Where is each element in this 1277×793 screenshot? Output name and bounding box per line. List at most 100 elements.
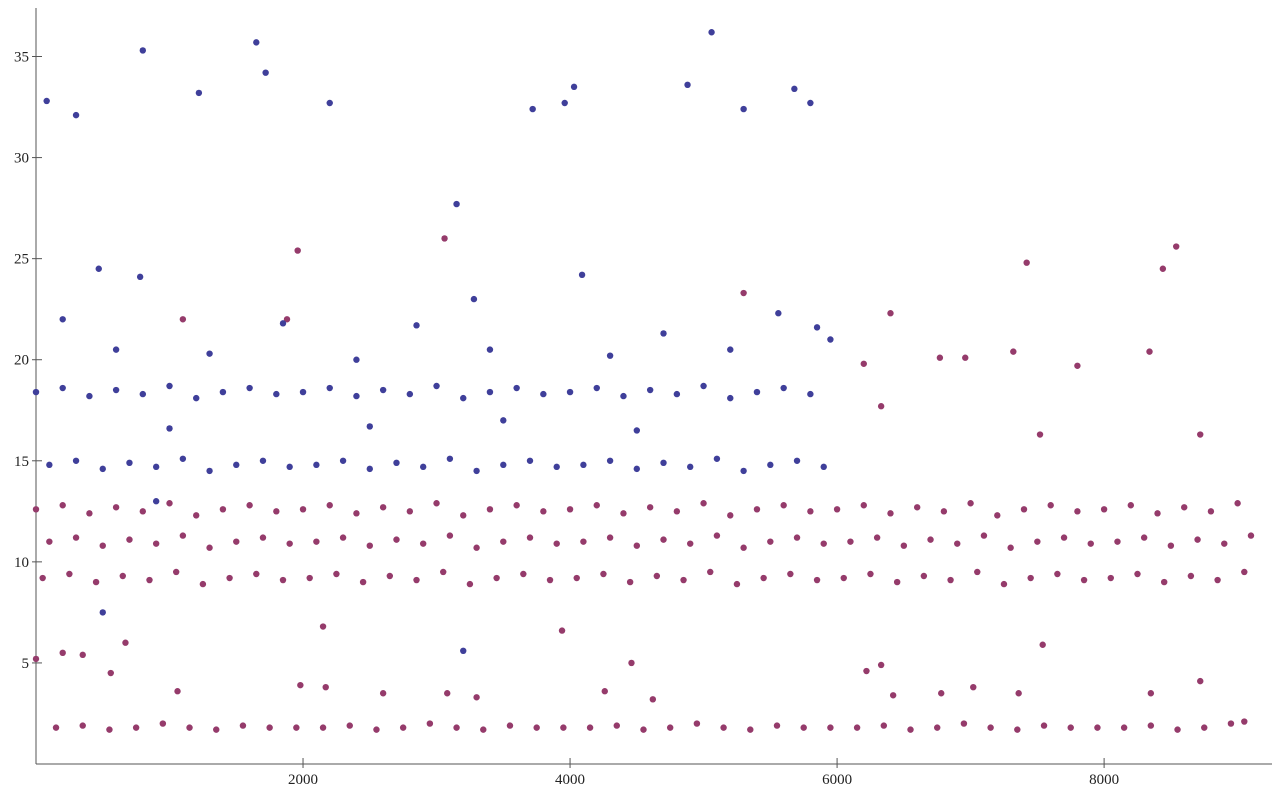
point (86, 392, 93, 400)
point (920, 572, 928, 580)
point (747, 726, 754, 733)
point (863, 667, 870, 675)
point (166, 382, 173, 390)
point (753, 506, 761, 513)
point (626, 578, 634, 586)
point (640, 726, 647, 733)
point (560, 724, 567, 731)
point (578, 271, 586, 279)
point (313, 538, 320, 545)
point (807, 99, 814, 107)
point (399, 724, 407, 731)
point (339, 534, 347, 541)
point (486, 346, 494, 353)
point (727, 394, 734, 402)
point (1147, 690, 1155, 697)
point (553, 540, 560, 547)
point (773, 722, 781, 729)
point (1214, 576, 1221, 584)
point (441, 235, 448, 242)
point (379, 690, 387, 697)
x-tick-label: 6000 (822, 772, 852, 788)
point (877, 403, 885, 410)
point (186, 724, 193, 731)
point (1080, 576, 1088, 584)
point (1074, 508, 1081, 515)
point (136, 273, 144, 281)
point (359, 578, 367, 586)
point (520, 570, 527, 578)
point (480, 726, 487, 733)
point (962, 354, 969, 361)
point (954, 540, 961, 547)
point (546, 576, 554, 584)
point (775, 310, 782, 317)
point (649, 696, 657, 703)
point (606, 534, 614, 541)
point (974, 568, 981, 576)
point (570, 83, 578, 91)
point (179, 532, 187, 539)
point (66, 570, 73, 578)
point (393, 536, 400, 543)
point (526, 534, 534, 541)
point (473, 544, 480, 551)
point (506, 722, 514, 729)
point (433, 500, 440, 507)
point (1020, 506, 1028, 513)
point (353, 392, 360, 400)
point (767, 461, 774, 469)
point (179, 455, 187, 462)
point (727, 512, 734, 519)
point (159, 720, 167, 727)
point (326, 502, 333, 509)
point (319, 623, 327, 630)
point (253, 39, 260, 46)
point (393, 459, 400, 467)
point (139, 47, 147, 54)
point (646, 386, 654, 394)
point (59, 316, 66, 323)
point (99, 609, 106, 616)
point (446, 532, 454, 539)
point (297, 681, 304, 689)
point (586, 724, 594, 731)
point (780, 384, 787, 392)
x-tick-label: 2000 (288, 772, 318, 788)
point (593, 502, 600, 509)
point (126, 536, 133, 543)
point (59, 649, 66, 657)
point (938, 690, 945, 697)
point (713, 532, 721, 539)
point (633, 465, 641, 473)
point (1114, 538, 1121, 545)
point (46, 461, 53, 469)
y-tick-label: 15 (14, 454, 29, 470)
point (800, 724, 807, 731)
point (453, 724, 460, 731)
point (936, 354, 944, 361)
point (486, 506, 494, 513)
point (306, 574, 313, 582)
point (827, 724, 834, 731)
point (59, 384, 66, 392)
point (233, 461, 240, 469)
point (279, 320, 287, 327)
point (513, 502, 520, 509)
point (279, 576, 287, 584)
point (219, 506, 227, 513)
point (713, 455, 721, 462)
point (460, 394, 467, 402)
point (366, 465, 373, 473)
point (600, 570, 607, 578)
point (246, 384, 253, 392)
point (1074, 362, 1081, 369)
point (322, 683, 329, 691)
point (620, 510, 627, 517)
point (1167, 542, 1175, 549)
point (1197, 677, 1204, 685)
y-tick-label: 10 (14, 555, 29, 571)
point (606, 457, 614, 464)
point (887, 310, 894, 317)
point (1007, 544, 1014, 551)
